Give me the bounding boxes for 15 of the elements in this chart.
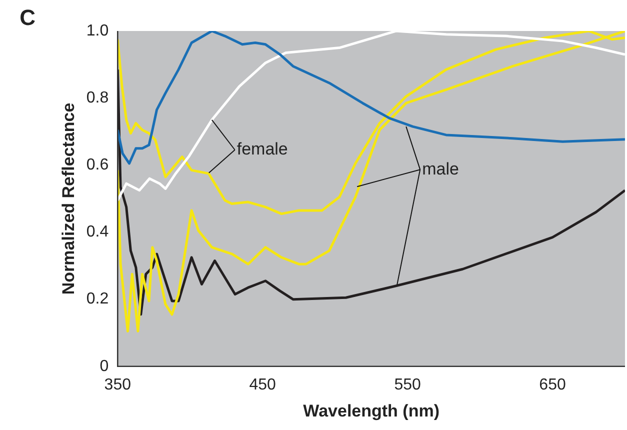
- x-tick-label: 350: [104, 376, 132, 394]
- annotation: male: [422, 159, 459, 178]
- y-tick-label: 0.6: [86, 156, 109, 174]
- x-tick-label: 650: [539, 376, 566, 394]
- x-tick-label: 550: [394, 376, 422, 394]
- y-tick-label: 0.2: [86, 290, 109, 308]
- x-tick-label: 450: [249, 376, 276, 394]
- y-tick-label: 0: [100, 358, 109, 375]
- x-axis-title: Wavelength (nm): [303, 401, 440, 420]
- text: C: [20, 5, 36, 30]
- y-axis-title: Normalized Reflectance: [58, 102, 78, 295]
- y-tick-label: 1.0: [86, 22, 109, 40]
- y-tick-label: 0.4: [86, 224, 109, 241]
- annotation: female: [236, 140, 288, 159]
- y-tick-label: 0.8: [86, 89, 109, 106]
